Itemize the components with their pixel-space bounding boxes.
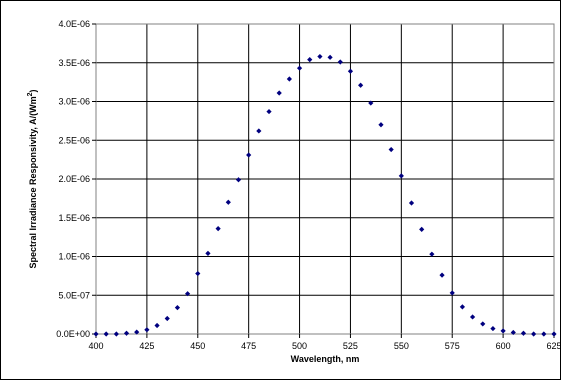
data-point (368, 100, 374, 106)
data-point (520, 330, 527, 336)
data-point (185, 291, 191, 297)
data-point (347, 68, 354, 74)
data-point (531, 331, 537, 337)
y-tick-label: 2.5E-06 (58, 135, 90, 145)
y-tick-label: 0.0E+00 (56, 329, 90, 339)
data-point (134, 329, 140, 335)
data-point (480, 321, 486, 327)
x-tick-label: 525 (343, 341, 358, 351)
data-point (337, 59, 343, 65)
x-tick-label: 600 (496, 341, 511, 351)
x-tick-label: 425 (139, 341, 154, 351)
data-point (419, 226, 425, 232)
data-point (123, 330, 130, 336)
y-tick-label: 4.0E-06 (58, 19, 90, 29)
data-point (307, 57, 313, 63)
data-point (490, 325, 496, 332)
data-point (144, 327, 150, 333)
data-point (266, 108, 272, 115)
data-point (408, 200, 415, 206)
data-point (215, 226, 221, 232)
x-tick-label: 500 (292, 341, 307, 351)
y-axis-title: Spectral Irradiance Responsivity, A/(Wm2… (27, 90, 38, 269)
data-point (317, 53, 323, 60)
data-point (358, 82, 364, 88)
data-point (541, 331, 547, 337)
data-point (256, 128, 262, 134)
data-point (429, 251, 435, 257)
data-point (93, 331, 99, 337)
data-point (164, 315, 170, 322)
data-point (286, 76, 292, 82)
data-point (276, 90, 282, 96)
data-point (551, 331, 557, 337)
y-axis-title-superscript: 2 (27, 92, 34, 96)
data-point (154, 322, 160, 329)
x-tick-label: 550 (394, 341, 409, 351)
data-point (174, 305, 181, 311)
data-point (225, 199, 231, 205)
tick-labels: 0.0E+00 5.0E-07 1.0E-06 1.5E-06 2.0E-06 2.5E-… (56, 19, 561, 351)
data-point (103, 331, 109, 337)
y-tick-label: 2.0E-06 (58, 174, 90, 184)
data-point (459, 304, 465, 310)
data-point (195, 270, 201, 277)
data-point (469, 314, 476, 320)
data-point (235, 177, 242, 183)
y-tick-label: 5.0E-07 (58, 290, 90, 300)
data-point (327, 54, 333, 60)
x-axis-title: Wavelength, nm (291, 354, 360, 364)
data-point (510, 329, 516, 336)
y-axis-title-main: Spectral Irradiance Responsivity, A/(Wm (28, 96, 38, 268)
data-point (378, 122, 384, 128)
data-point (113, 331, 119, 337)
data-point (398, 173, 404, 179)
y-axis-title-close: ) (28, 90, 38, 93)
y-tick-label: 3.0E-06 (58, 97, 90, 107)
data-point (296, 65, 303, 71)
y-tick-label: 3.5E-06 (58, 58, 90, 68)
data-point (205, 250, 211, 256)
data-point (500, 328, 506, 334)
data-point (388, 146, 394, 153)
data-point (449, 290, 455, 296)
x-tick-label: 450 (190, 341, 205, 351)
data-point (246, 152, 252, 158)
data-point (439, 272, 445, 278)
y-tick-label: 1.5E-06 (58, 213, 90, 223)
x-tick-label: 625 (546, 341, 561, 351)
x-tick-label: 400 (88, 341, 103, 351)
y-tick-label: 1.0E-06 (58, 252, 90, 262)
x-tick-label: 475 (241, 341, 256, 351)
data-points (93, 53, 557, 337)
x-tick-label: 575 (445, 341, 460, 351)
